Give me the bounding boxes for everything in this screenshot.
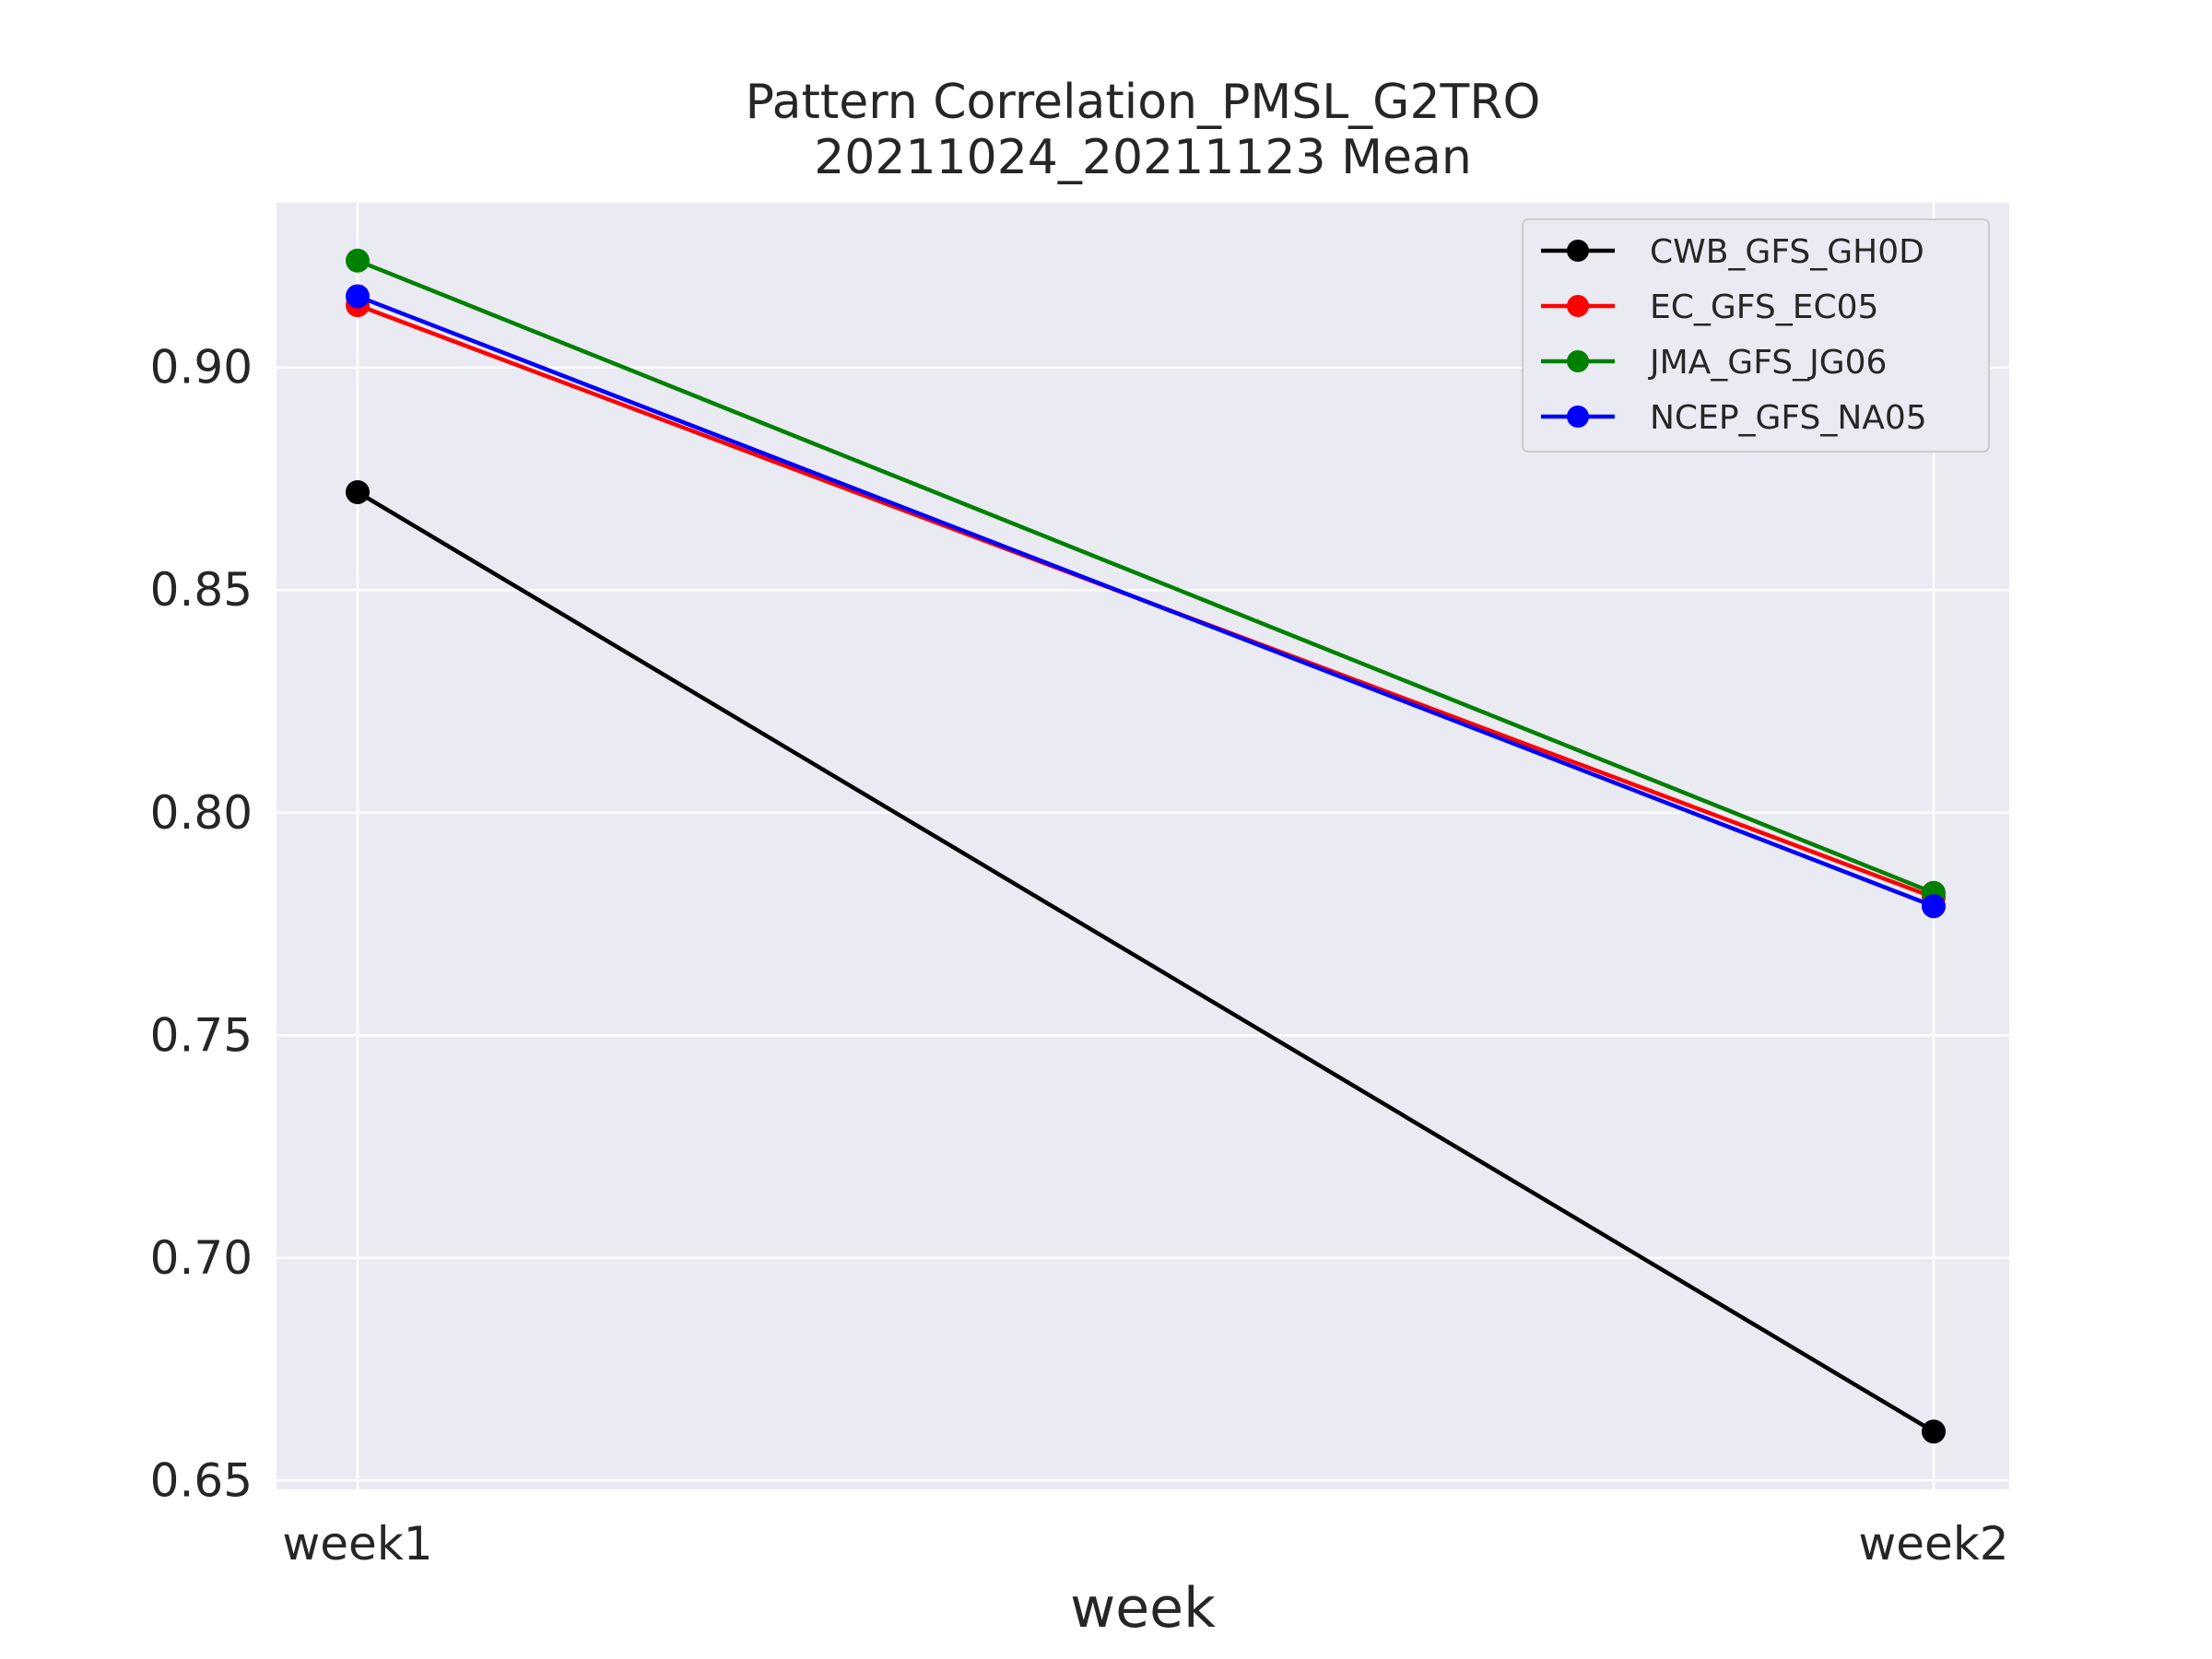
legend-item: CWB_GFS_GH0D [1541, 233, 1924, 271]
series-line [357, 258, 1935, 895]
chart-title: Pattern Correlation_PMSL_G2TRO [746, 75, 1541, 130]
y-tick-label: 0.85 [150, 563, 253, 617]
legend-item: NCEP_GFS_NA05 [1541, 399, 1927, 437]
legend-marker [1567, 350, 1589, 372]
chart-subtitle: 20211024_20211123 Mean [814, 130, 1472, 185]
legend-label: EC_GFS_EC05 [1650, 288, 1878, 326]
legend-item: JMA_GFS_JG06 [1541, 344, 1887, 382]
y-tick-labels: 0.65 0.70 0.75 0.80 0.85 0.90 [150, 341, 253, 1508]
legend-label: JMA_GFS_JG06 [1648, 344, 1887, 382]
data-point [346, 284, 370, 309]
legend-marker [1567, 406, 1589, 428]
x-tick-labels: week1 week2 [282, 1517, 2008, 1571]
data-point [346, 479, 370, 504]
legend-marker [1567, 295, 1589, 317]
series-NCEP_GFS_NA05 [346, 284, 1946, 919]
x-tick-label: week1 [282, 1517, 432, 1571]
data-point [1922, 1419, 1946, 1444]
y-tick-label: 0.80 [150, 786, 253, 840]
y-tick-label: 0.70 [150, 1231, 253, 1285]
y-tick-label: 0.65 [150, 1453, 253, 1507]
series-CWB_GFS_GH0D [346, 479, 1946, 1444]
legend-item: EC_GFS_EC05 [1541, 288, 1878, 326]
data-point [346, 248, 370, 273]
legend-label: NCEP_GFS_NA05 [1650, 399, 1927, 437]
series-layer [346, 248, 1946, 1444]
legend-box [1522, 218, 1990, 453]
legend: CWB_GFS_GH0D EC_GFS_EC05 JMA_GFS_JG06 NCEP_… [1522, 218, 1990, 453]
legend-marker [1567, 240, 1589, 262]
x-tick-label: week2 [1858, 1517, 2008, 1571]
y-tick-label: 0.75 [150, 1008, 253, 1062]
x-axis-label: week [1070, 1576, 1216, 1641]
series-line [356, 490, 1936, 1434]
legend-label: CWB_GFS_GH0D [1650, 233, 1924, 271]
series-line [357, 294, 1935, 909]
data-point [1922, 894, 1946, 919]
y-tick-label: 0.90 [150, 341, 253, 394]
